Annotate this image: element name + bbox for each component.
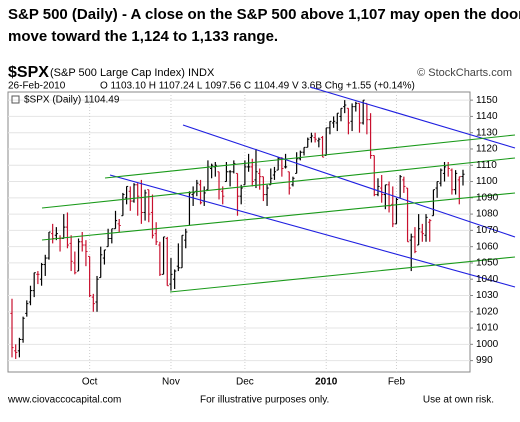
- footer: Use at own risk.: [423, 395, 494, 406]
- y-tick-label: 1090: [476, 192, 499, 203]
- trend-lines: [41, 86, 516, 293]
- y-tick-label: 1110: [476, 160, 497, 171]
- bars: [10, 99, 465, 359]
- y-tick-label: 1030: [476, 290, 499, 301]
- y-tick-label: 1120: [476, 144, 498, 155]
- plot-frame: [7, 91, 471, 373]
- x-tick-label: 2010: [315, 377, 338, 388]
- y-tick-label: 1010: [476, 323, 499, 334]
- y-tick-label: 1060: [476, 241, 499, 252]
- x-tick-label: Dec: [236, 377, 254, 388]
- y-tick-label: 1040: [476, 274, 499, 285]
- y-tick-label: 1050: [476, 258, 499, 269]
- x-tick-label: Oct: [82, 377, 98, 388]
- y-tick-label: 1130: [476, 127, 498, 138]
- trend-line: [182, 124, 516, 238]
- y-tick-label: 990: [476, 355, 493, 366]
- quote-date: 26-Feb-2010: [8, 81, 66, 92]
- credit: © StockCharts.com: [417, 67, 512, 79]
- footer: For illustrative purposes only.: [200, 395, 329, 406]
- x-tick-label: Nov: [162, 377, 180, 388]
- trend-line: [41, 192, 516, 241]
- legend-icon: [11, 95, 20, 104]
- y-tick-label: 1080: [476, 209, 499, 220]
- y-tick-label: 1000: [476, 339, 499, 350]
- y-tick-label: 1140: [476, 111, 498, 122]
- index-name: (S&P 500 Large Cap Index) INDX: [50, 67, 215, 79]
- y-tick-label: 1070: [476, 225, 499, 236]
- chart-title: S&P 500 (Daily) - A close on the S&P 500…: [8, 6, 520, 23]
- trend-line: [41, 157, 516, 209]
- grid: [8, 92, 473, 372]
- y-tick-label: 1020: [476, 306, 499, 317]
- footer: www.ciovaccocapital.com: [7, 395, 121, 406]
- quote: O 1103.10 H 1107.24 L 1097.56 C 1104.49 …: [100, 81, 415, 92]
- legend: $SPX (Daily) 1104.49: [24, 95, 120, 106]
- y-tick-label: 1150: [476, 95, 498, 106]
- trend-line: [169, 256, 516, 293]
- chart-title: move toward the 1,124 to 1,133 range.: [8, 28, 278, 45]
- symbol: $SPX: [8, 64, 49, 81]
- x-tick-label: Feb: [388, 377, 406, 388]
- y-tick-label: 1100: [476, 176, 498, 187]
- trend-line: [309, 86, 516, 149]
- trend-line: [104, 134, 516, 179]
